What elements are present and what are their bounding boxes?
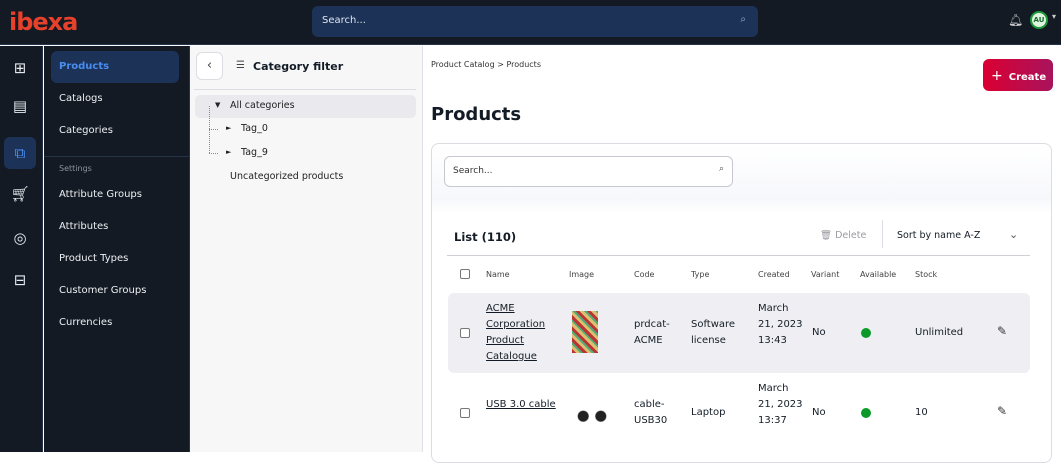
search-icon[interactable]: ⌕ (718, 164, 724, 174)
table-row[interactable]: ACME Corporation Product Catalogue prdca… (448, 293, 1030, 373)
page-title: Products (431, 104, 522, 125)
stock-value: 10 (915, 407, 928, 418)
divider (447, 255, 1030, 256)
nav-item-categories[interactable]: Categories (59, 125, 113, 136)
plus-icon: + (991, 68, 1003, 84)
tree-label[interactable]: All categories (230, 100, 295, 111)
bell-icon[interactable]: 🔔︎ (1008, 13, 1024, 27)
row-checkbox[interactable] (460, 328, 470, 338)
column-header-name[interactable]: Name (486, 270, 510, 279)
table-row[interactable]: USB 3.0 cable cable-USB30 Laptop March 2… (448, 373, 1030, 453)
admin-icon[interactable]: ⊟ (13, 271, 27, 289)
commerce-cart-icon[interactable]: 🛒︎ (10, 185, 30, 203)
variant-value: No (812, 327, 826, 338)
caret-right-icon[interactable]: ► (226, 124, 232, 132)
avatar[interactable]: AU (1030, 11, 1048, 29)
nav-item-attribute-groups[interactable]: Attribute Groups (59, 189, 142, 200)
catalogue-thumbnail (572, 311, 598, 353)
created-date: March 21, 2023 13:37 (758, 383, 803, 426)
main-menu-rail: ⊞ ▤ ⧉ 🛒︎ ◎ ⊟ (0, 46, 43, 452)
settings-heading: Settings (59, 164, 92, 173)
products-icon[interactable]: ⧉ (4, 137, 36, 169)
chevron-down-icon[interactable]: ▾ (1052, 12, 1057, 21)
row-checkbox[interactable] (460, 408, 470, 418)
tree-line (209, 129, 218, 130)
product-type: Laptop (691, 407, 726, 418)
collapse-button[interactable]: ‹ (196, 52, 223, 80)
nav-item-products[interactable]: Products (51, 51, 179, 83)
column-header-code: Code (634, 270, 655, 279)
usb-cable-thumbnail (570, 391, 614, 433)
column-header-available: Available (860, 270, 897, 279)
tree-item-tag-9[interactable]: Tag_9 (241, 147, 268, 158)
chevron-left-icon: ‹ (206, 58, 213, 73)
nav-item-product-types[interactable]: Product Types (59, 253, 129, 264)
product-search-input[interactable]: Search... ⌕ (444, 156, 733, 187)
divider (44, 156, 190, 157)
tree-item-all-categories[interactable] (195, 95, 416, 118)
column-header-type: Type (691, 270, 710, 279)
chevron-down-icon[interactable]: ⌄ (1009, 228, 1019, 241)
tree-item-uncategorized[interactable]: Uncategorized products (230, 171, 344, 182)
list-title: List (110) (454, 230, 517, 244)
column-header-stock: Stock (915, 270, 938, 279)
column-header-variant: Variant (811, 270, 840, 279)
breadcrumb-item: Products (506, 60, 541, 69)
trash-icon: 🗑︎ (820, 230, 836, 241)
available-indicator (861, 328, 871, 338)
breadcrumb: Product Catalog > Products (431, 60, 541, 69)
breadcrumb-item[interactable]: Product Catalog (431, 60, 495, 69)
delete-button[interactable]: 🗑︎ Delete (820, 230, 866, 241)
product-type: Software license (691, 319, 736, 346)
product-name-link[interactable]: USB 3.0 cable (486, 399, 556, 410)
ibexa-logo[interactable]: ibexa (9, 8, 78, 36)
category-filter-title: Category filter (253, 60, 344, 73)
nav-item-currencies[interactable]: Currencies (59, 317, 113, 328)
column-header-created: Created (758, 270, 790, 279)
tree-line (209, 153, 218, 154)
breadcrumb-sep: > (497, 60, 504, 69)
global-search-input[interactable]: Search... ⌕ (312, 6, 758, 37)
stock-value: Unlimited (915, 327, 964, 338)
search-placeholder: Search... (322, 15, 366, 26)
variant-value: No (812, 407, 826, 418)
caret-right-icon[interactable]: ► (226, 148, 232, 156)
search-icon[interactable]: ⌕ (740, 14, 746, 25)
tree-icon: ☰ (236, 60, 245, 71)
create-label: Create (1008, 72, 1047, 83)
divider (882, 220, 883, 248)
nav-item-customer-groups[interactable]: Customer Groups (59, 285, 147, 296)
nav-item-attributes[interactable]: Attributes (59, 221, 109, 232)
tree-item-tag-0[interactable]: Tag_0 (241, 123, 268, 134)
divider (194, 89, 416, 90)
product-name-link[interactable]: ACME Corporation Product Catalogue (486, 303, 546, 362)
second-level-menu: Products Catalogs Categories Settings At… (44, 46, 190, 452)
caret-down-icon[interactable]: ▼ (215, 101, 221, 109)
products-card: Search... ⌕ List (110) 🗑︎ Delete Sort by … (431, 143, 1052, 463)
nav-item-catalogs[interactable]: Catalogs (59, 93, 103, 104)
edit-icon[interactable]: ✎ (997, 404, 1008, 418)
product-code: cable-USB30 (634, 399, 668, 426)
column-header-image: Image (569, 270, 595, 279)
catalog-icon[interactable]: ▤ (12, 97, 28, 115)
category-filter-panel: ‹ ☰ Category filter ▼ All categories ► T… (190, 46, 423, 452)
select-all-checkbox[interactable] (460, 269, 470, 279)
top-bar: ibexa Search... ⌕ 🔔︎ AU ▾ (0, 0, 1061, 45)
content-tree-icon[interactable]: ⊞ (13, 59, 27, 77)
search-placeholder: Search... (453, 166, 493, 176)
main-content: Product Catalog > Products + Create Produ… (424, 46, 1061, 463)
sort-select[interactable]: Sort by name A-Z (897, 230, 981, 241)
product-code: prdcat-ACME (634, 319, 670, 346)
create-button[interactable]: + Create (983, 59, 1053, 91)
available-indicator (861, 408, 871, 418)
edit-icon[interactable]: ✎ (997, 324, 1008, 338)
customer-target-icon[interactable]: ◎ (13, 229, 27, 247)
delete-label: Delete (835, 230, 867, 241)
created-date: March 21, 2023 13:43 (758, 303, 803, 346)
